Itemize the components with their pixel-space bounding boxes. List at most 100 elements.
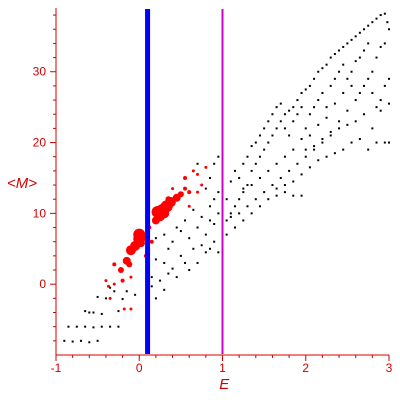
data-point [350,84,353,87]
data-point-highlight [183,186,188,191]
data-point [383,84,386,87]
data-point [367,148,370,151]
data-point [250,212,253,215]
data-point-highlight [191,169,195,173]
data-point [375,56,378,59]
data-point [354,35,357,38]
data-point-highlight [108,296,112,300]
data-point [209,176,212,179]
data-point [292,106,295,109]
data-point [363,84,366,87]
y-tick-label: 30 [33,65,47,79]
data-point [267,198,270,201]
data-point [263,127,266,130]
data-point [279,176,282,179]
data-point [104,297,107,300]
data-point [300,194,303,197]
data-point-highlight [187,190,192,195]
data-point-highlight [204,165,208,169]
x-tick-label: 2 [302,361,309,375]
data-point [358,91,361,94]
data-point [121,298,124,301]
data-point-highlight [171,187,175,191]
data-point [125,290,128,293]
data-point [325,116,328,119]
data-point [275,127,278,130]
data-point [317,99,320,102]
data-point-highlight [125,245,136,256]
data-point [313,106,316,109]
data-point [200,215,203,218]
data-point [233,205,236,208]
data-point [346,123,349,126]
x-tick-label: 0 [136,361,143,375]
data-point [346,42,349,45]
data-point-highlight [183,175,188,180]
data-point [379,45,382,48]
data-point [283,191,286,194]
data-point [246,155,249,158]
data-point [363,49,366,52]
data-point [150,276,153,279]
data-point [283,184,286,187]
data-point [242,219,245,222]
data-point [313,145,316,148]
data-point [338,49,341,52]
data-point [96,339,99,342]
data-point [209,219,212,222]
data-point [304,155,307,158]
data-point [71,340,74,343]
data-point [150,285,153,288]
data-point [367,77,370,80]
data-point-highlight [120,278,125,283]
data-point [275,187,278,190]
data-point [267,141,270,144]
data-point [288,109,291,112]
data-point [196,162,199,165]
data-point-highlight [117,267,124,274]
x-axis-label: E [219,376,230,393]
data-point [275,106,278,109]
data-point [233,226,236,229]
data-point-highlight [136,239,145,248]
data-point [333,77,336,80]
y-tick-label: 0 [39,277,46,291]
data-point-highlight [177,191,184,198]
data-point-highlight [196,190,200,194]
data-point [154,258,157,261]
data-point [375,17,378,20]
data-point [292,148,295,151]
data-point [67,325,70,328]
data-point [117,325,120,328]
y-axis-label: <M> [7,175,37,192]
data-point [175,226,178,229]
data-point [196,261,199,264]
data-point [296,99,299,102]
data-point [250,184,253,187]
data-point [333,102,336,105]
data-point-highlight [196,172,200,176]
data-point [229,212,232,215]
data-point [258,176,261,179]
data-point [358,31,361,34]
data-point-highlight [129,307,133,311]
data-point [258,155,261,158]
data-point [188,269,191,272]
data-point [92,326,95,329]
data-point [346,77,349,80]
data-point [63,339,66,342]
data-point [350,141,353,144]
data-point [242,187,245,190]
data-point [242,191,245,194]
data-point [171,267,174,270]
data-point [325,63,328,66]
data-point [233,169,236,172]
data-point [388,77,390,80]
data-point [283,113,286,116]
data-point [317,159,320,162]
data-point-highlight [122,307,126,311]
data-point [179,254,182,257]
data-point [75,325,78,328]
data-point [213,222,216,225]
